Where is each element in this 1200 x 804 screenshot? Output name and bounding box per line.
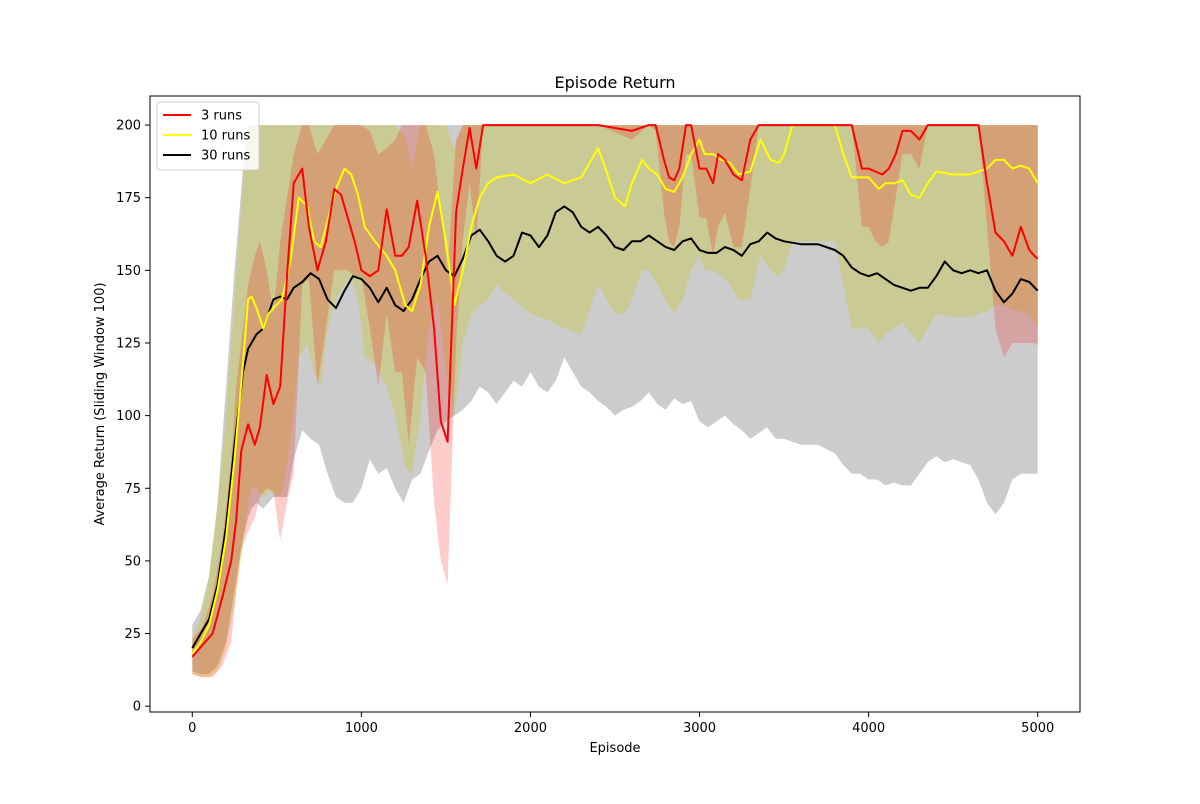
plot-frame	[149, 95, 1081, 713]
series-lines	[191, 124, 1039, 658]
y-tick-label: 175	[116, 191, 141, 206]
y-tick-label: 50	[124, 554, 141, 569]
x-axis-ticks: 0 1000 2000 3000 4000 5000	[188, 712, 1054, 736]
x-tick-label: 3000	[683, 721, 716, 736]
y-tick-label: 200	[116, 119, 141, 134]
line-30-runs	[191, 205, 1039, 649]
band-10-runs	[192, 125, 1038, 678]
x-tick-label: 1000	[345, 721, 378, 736]
y-tick-label: 100	[116, 409, 141, 424]
y-tick-label: 25	[124, 627, 141, 642]
legend-box	[156, 101, 260, 171]
line-10-runs	[191, 124, 1039, 655]
legend: 3 runs 10 runs 30 runs	[156, 101, 260, 171]
legend-label: 3 runs	[201, 109, 242, 124]
y-axis-ticks: 0 25 50 75 100 125 150 175 200	[116, 119, 150, 715]
y-tick-label: 0	[133, 700, 141, 715]
x-tick-label: 4000	[852, 721, 885, 736]
band-3-runs	[192, 125, 1038, 678]
x-tick-label: 0	[188, 721, 196, 736]
legend-label: 30 runs	[201, 149, 250, 164]
confidence-bands	[192, 125, 1038, 678]
x-tick-label: 2000	[514, 721, 547, 736]
y-tick-label: 75	[124, 482, 141, 497]
y-tick-label: 125	[116, 336, 141, 351]
y-tick-label: 150	[116, 264, 141, 279]
legend-label: 10 runs	[201, 129, 250, 144]
y-axis-label: Average Return (Sliding Window 100)	[93, 282, 108, 525]
x-tick-label: 5000	[1021, 721, 1054, 736]
x-axis-label: Episode	[589, 741, 640, 756]
band-30-runs	[192, 125, 1038, 675]
chart-title: Episode Return	[554, 73, 675, 92]
line-3-runs	[191, 124, 1039, 658]
